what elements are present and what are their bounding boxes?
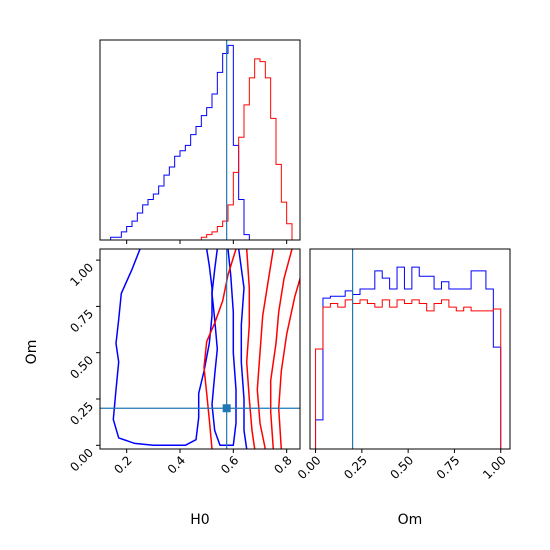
om-histogram-panel: 0.00 0.25 0.50 0.75 1.00: [295, 248, 511, 482]
contour-frame: [99, 248, 301, 450]
y-tick-label: 0.75: [67, 307, 96, 336]
x-tick-label: 0.00: [295, 453, 324, 482]
x-tick-label: 0.50: [387, 453, 416, 482]
x-tick-label: 0.25: [341, 453, 370, 482]
x-tick-label: 0.75: [434, 453, 463, 482]
x-axis-label-om: Om: [398, 512, 423, 528]
histogram-series-red: [100, 58, 298, 241]
y-axis-label-om: Om: [24, 340, 40, 365]
h0-histogram-frame: [99, 39, 301, 241]
histogram-series-blue: [100, 44, 298, 241]
x-tick-label: 0.6: [218, 453, 241, 476]
histogram-series-red: [315, 299, 502, 449]
y-tick-label: 0.25: [67, 399, 96, 428]
y-tick-label: 0.00: [67, 446, 96, 475]
contour-lines: [112, 249, 300, 449]
truth-marker: [222, 404, 231, 413]
x-axis-label-h0: H0: [190, 512, 209, 528]
h0-histogram-panel: [99, 39, 301, 244]
x-tick-label: 1.00: [480, 453, 509, 482]
contour-red-6: [269, 249, 293, 449]
om-histogram-frame: [309, 248, 511, 450]
y-tick-label: 1.00: [67, 260, 96, 289]
y-tick-label: 0.50: [67, 353, 96, 382]
contour-blue-1: [211, 249, 237, 447]
contour-blue-0: [112, 249, 213, 447]
h0-om-contour-panel: 0.2 0.4 0.6 0.8 0.00 0.25 0.50 0.75 1.00: [67, 248, 301, 477]
contour-red-7: [277, 276, 300, 449]
x-tick-label: 0.8: [271, 453, 294, 476]
contour-blue-2: [237, 249, 248, 449]
x-tick-label: 0.2: [111, 453, 134, 476]
histogram-series-blue: [315, 266, 502, 449]
contour-red-4: [245, 249, 256, 449]
x-tick-label: 0.4: [165, 453, 188, 476]
contour-red-5: [256, 249, 275, 449]
